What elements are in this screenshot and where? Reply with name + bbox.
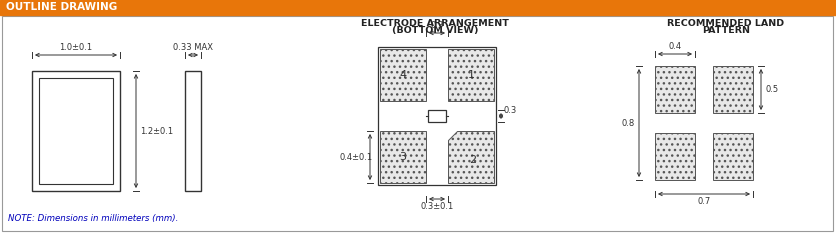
Text: OUTLINE DRAWING: OUTLINE DRAWING <box>6 3 117 13</box>
Bar <box>380 49 426 101</box>
Text: 3: 3 <box>400 152 406 162</box>
Text: ELECTRODE ARRANGEMENT: ELECTRODE ARRANGEMENT <box>361 19 509 28</box>
Text: 1.2±0.1: 1.2±0.1 <box>140 127 173 136</box>
Bar <box>378 47 496 185</box>
Bar <box>32 71 120 191</box>
Text: 0.5: 0.5 <box>765 85 778 94</box>
Bar <box>185 71 201 191</box>
Text: 0.3±0.1: 0.3±0.1 <box>421 202 454 211</box>
Text: 0.4: 0.4 <box>669 42 681 51</box>
Bar <box>0 0 836 15</box>
Text: (BOTTOM VIEW): (BOTTOM VIEW) <box>392 26 478 35</box>
Bar <box>655 133 695 180</box>
Bar <box>428 110 446 122</box>
Text: 0.8: 0.8 <box>622 119 635 127</box>
Text: 0.3: 0.3 <box>504 106 517 115</box>
Text: 1: 1 <box>467 70 475 80</box>
Text: PATTERN: PATTERN <box>702 26 750 35</box>
Text: RECOMMENDED LAND: RECOMMENDED LAND <box>667 19 784 28</box>
Polygon shape <box>448 131 494 183</box>
Text: 0.33 MAX: 0.33 MAX <box>173 43 213 52</box>
Bar <box>380 131 426 183</box>
Bar <box>713 66 753 113</box>
Bar <box>448 49 494 101</box>
Text: 0.4±0.1: 0.4±0.1 <box>340 153 373 161</box>
Text: 0.3: 0.3 <box>431 21 444 30</box>
Bar <box>655 66 695 113</box>
Bar <box>713 133 753 180</box>
Text: 2: 2 <box>470 155 477 165</box>
Text: 1.0±0.1: 1.0±0.1 <box>59 43 93 52</box>
Text: NOTE: Dimensions in millimeters (mm).: NOTE: Dimensions in millimeters (mm). <box>8 214 178 223</box>
Text: 4: 4 <box>400 70 406 80</box>
Text: 0.7: 0.7 <box>697 197 711 206</box>
Bar <box>39 78 113 184</box>
